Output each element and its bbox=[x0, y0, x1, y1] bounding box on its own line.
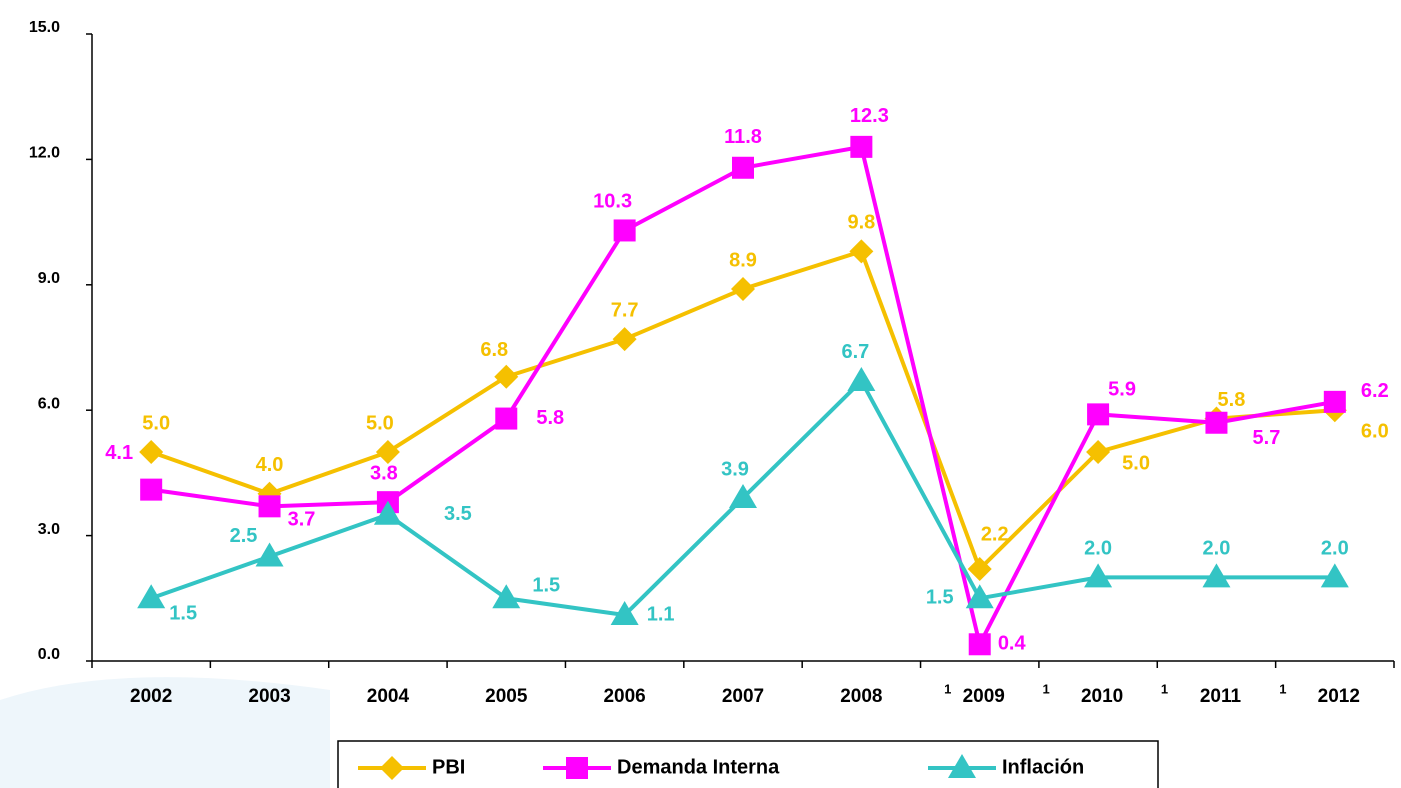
point bbox=[373, 500, 402, 525]
legend-marker bbox=[948, 754, 976, 778]
data-label: 11.8 bbox=[724, 126, 762, 148]
x-tick-label: 2011 bbox=[1200, 686, 1242, 707]
data-label: 5.0 bbox=[366, 412, 394, 434]
point bbox=[1323, 390, 1346, 413]
x-tick-label: 2003 bbox=[248, 686, 290, 707]
data-label: 2.2 bbox=[981, 523, 1009, 545]
data-label: 4.1 bbox=[105, 442, 133, 464]
point bbox=[847, 366, 876, 391]
data-label: 2.0 bbox=[1084, 538, 1112, 560]
footnote-mark: 1 bbox=[1161, 681, 1168, 696]
data-label: 3.7 bbox=[288, 509, 316, 531]
point bbox=[1205, 411, 1228, 434]
point bbox=[139, 440, 164, 464]
data-label: 12.3 bbox=[850, 105, 889, 127]
point bbox=[494, 364, 519, 389]
legend-label: PBI bbox=[432, 756, 465, 778]
point bbox=[613, 219, 636, 242]
y-tick-label: 6.0 bbox=[38, 395, 60, 412]
data-label: 6.2 bbox=[1361, 380, 1389, 402]
x-tick-label: 2009 bbox=[963, 686, 1005, 707]
y-tick-label: 12.0 bbox=[29, 145, 60, 162]
footnote-mark: 1 bbox=[1279, 681, 1286, 696]
data-label: 3.9 bbox=[721, 458, 749, 480]
point bbox=[258, 495, 281, 518]
point bbox=[732, 156, 754, 179]
legend-label: Demanda Interna bbox=[617, 756, 780, 778]
point bbox=[610, 601, 639, 626]
legend-label: Inflación bbox=[1002, 756, 1084, 778]
point bbox=[850, 135, 873, 158]
point bbox=[1202, 563, 1231, 588]
point bbox=[729, 483, 757, 508]
data-label: 7.7 bbox=[611, 299, 639, 321]
point bbox=[137, 584, 166, 609]
data-label: 6.8 bbox=[480, 339, 508, 361]
data-label: 10.3 bbox=[593, 191, 632, 213]
data-label: 3.5 bbox=[444, 503, 472, 525]
point bbox=[255, 542, 284, 567]
x-tick-label: 2002 bbox=[130, 686, 172, 707]
point bbox=[965, 584, 994, 609]
data-label: 5.7 bbox=[1253, 427, 1281, 449]
point bbox=[731, 276, 755, 301]
y-tick-label: 15.0 bbox=[29, 19, 60, 36]
y-tick-label: 3.0 bbox=[38, 521, 60, 538]
x-tick-label: 2005 bbox=[485, 686, 528, 707]
background-decoration bbox=[0, 677, 330, 788]
point bbox=[1086, 440, 1111, 464]
x-tick-label: 2004 bbox=[367, 686, 410, 707]
data-label: 1.5 bbox=[169, 603, 197, 625]
x-tick-label: 2006 bbox=[603, 686, 645, 707]
data-label: 3.8 bbox=[370, 462, 398, 484]
x-tick-label: 2007 bbox=[722, 686, 764, 707]
legend-marker bbox=[380, 756, 404, 780]
point bbox=[492, 584, 521, 609]
data-label: 6.0 bbox=[1361, 420, 1389, 442]
footnote-mark: 1 bbox=[944, 681, 951, 696]
legend-marker bbox=[566, 757, 588, 779]
point bbox=[495, 407, 518, 430]
data-label: 8.9 bbox=[729, 249, 757, 271]
data-label: 5.8 bbox=[1218, 389, 1246, 411]
y-tick-label: 9.0 bbox=[38, 270, 60, 287]
data-label: 4.0 bbox=[256, 454, 284, 476]
data-label: 0.4 bbox=[998, 633, 1027, 655]
point bbox=[968, 633, 991, 656]
point bbox=[849, 239, 874, 264]
data-label: 1.1 bbox=[647, 603, 675, 625]
x-tick-label: 2012 bbox=[1318, 686, 1360, 707]
data-label: 2.0 bbox=[1203, 538, 1231, 560]
point bbox=[1087, 403, 1110, 426]
data-label: 5.0 bbox=[1122, 452, 1150, 474]
y-tick-label: 0.0 bbox=[38, 646, 60, 663]
data-label: 6.7 bbox=[841, 341, 869, 363]
footnote-mark: 1 bbox=[1042, 681, 1049, 696]
point bbox=[1320, 563, 1349, 588]
point bbox=[967, 557, 992, 582]
data-label: 9.8 bbox=[847, 212, 875, 234]
point bbox=[375, 440, 400, 464]
data-label: 5.9 bbox=[1108, 379, 1136, 401]
data-label: 1.5 bbox=[926, 587, 954, 609]
data-label: 2.0 bbox=[1321, 538, 1349, 560]
point bbox=[140, 478, 163, 501]
legend-box bbox=[337, 740, 1159, 788]
data-label: 5.8 bbox=[536, 407, 564, 429]
x-tick-label: 2008 bbox=[840, 686, 882, 707]
data-label: 5.0 bbox=[142, 412, 170, 434]
x-tick-label: 2010 bbox=[1081, 686, 1123, 707]
series-line bbox=[150, 144, 1336, 650]
data-label: 1.5 bbox=[532, 575, 560, 597]
data-label: 2.5 bbox=[230, 525, 258, 547]
point bbox=[1084, 563, 1113, 588]
point bbox=[612, 327, 637, 352]
